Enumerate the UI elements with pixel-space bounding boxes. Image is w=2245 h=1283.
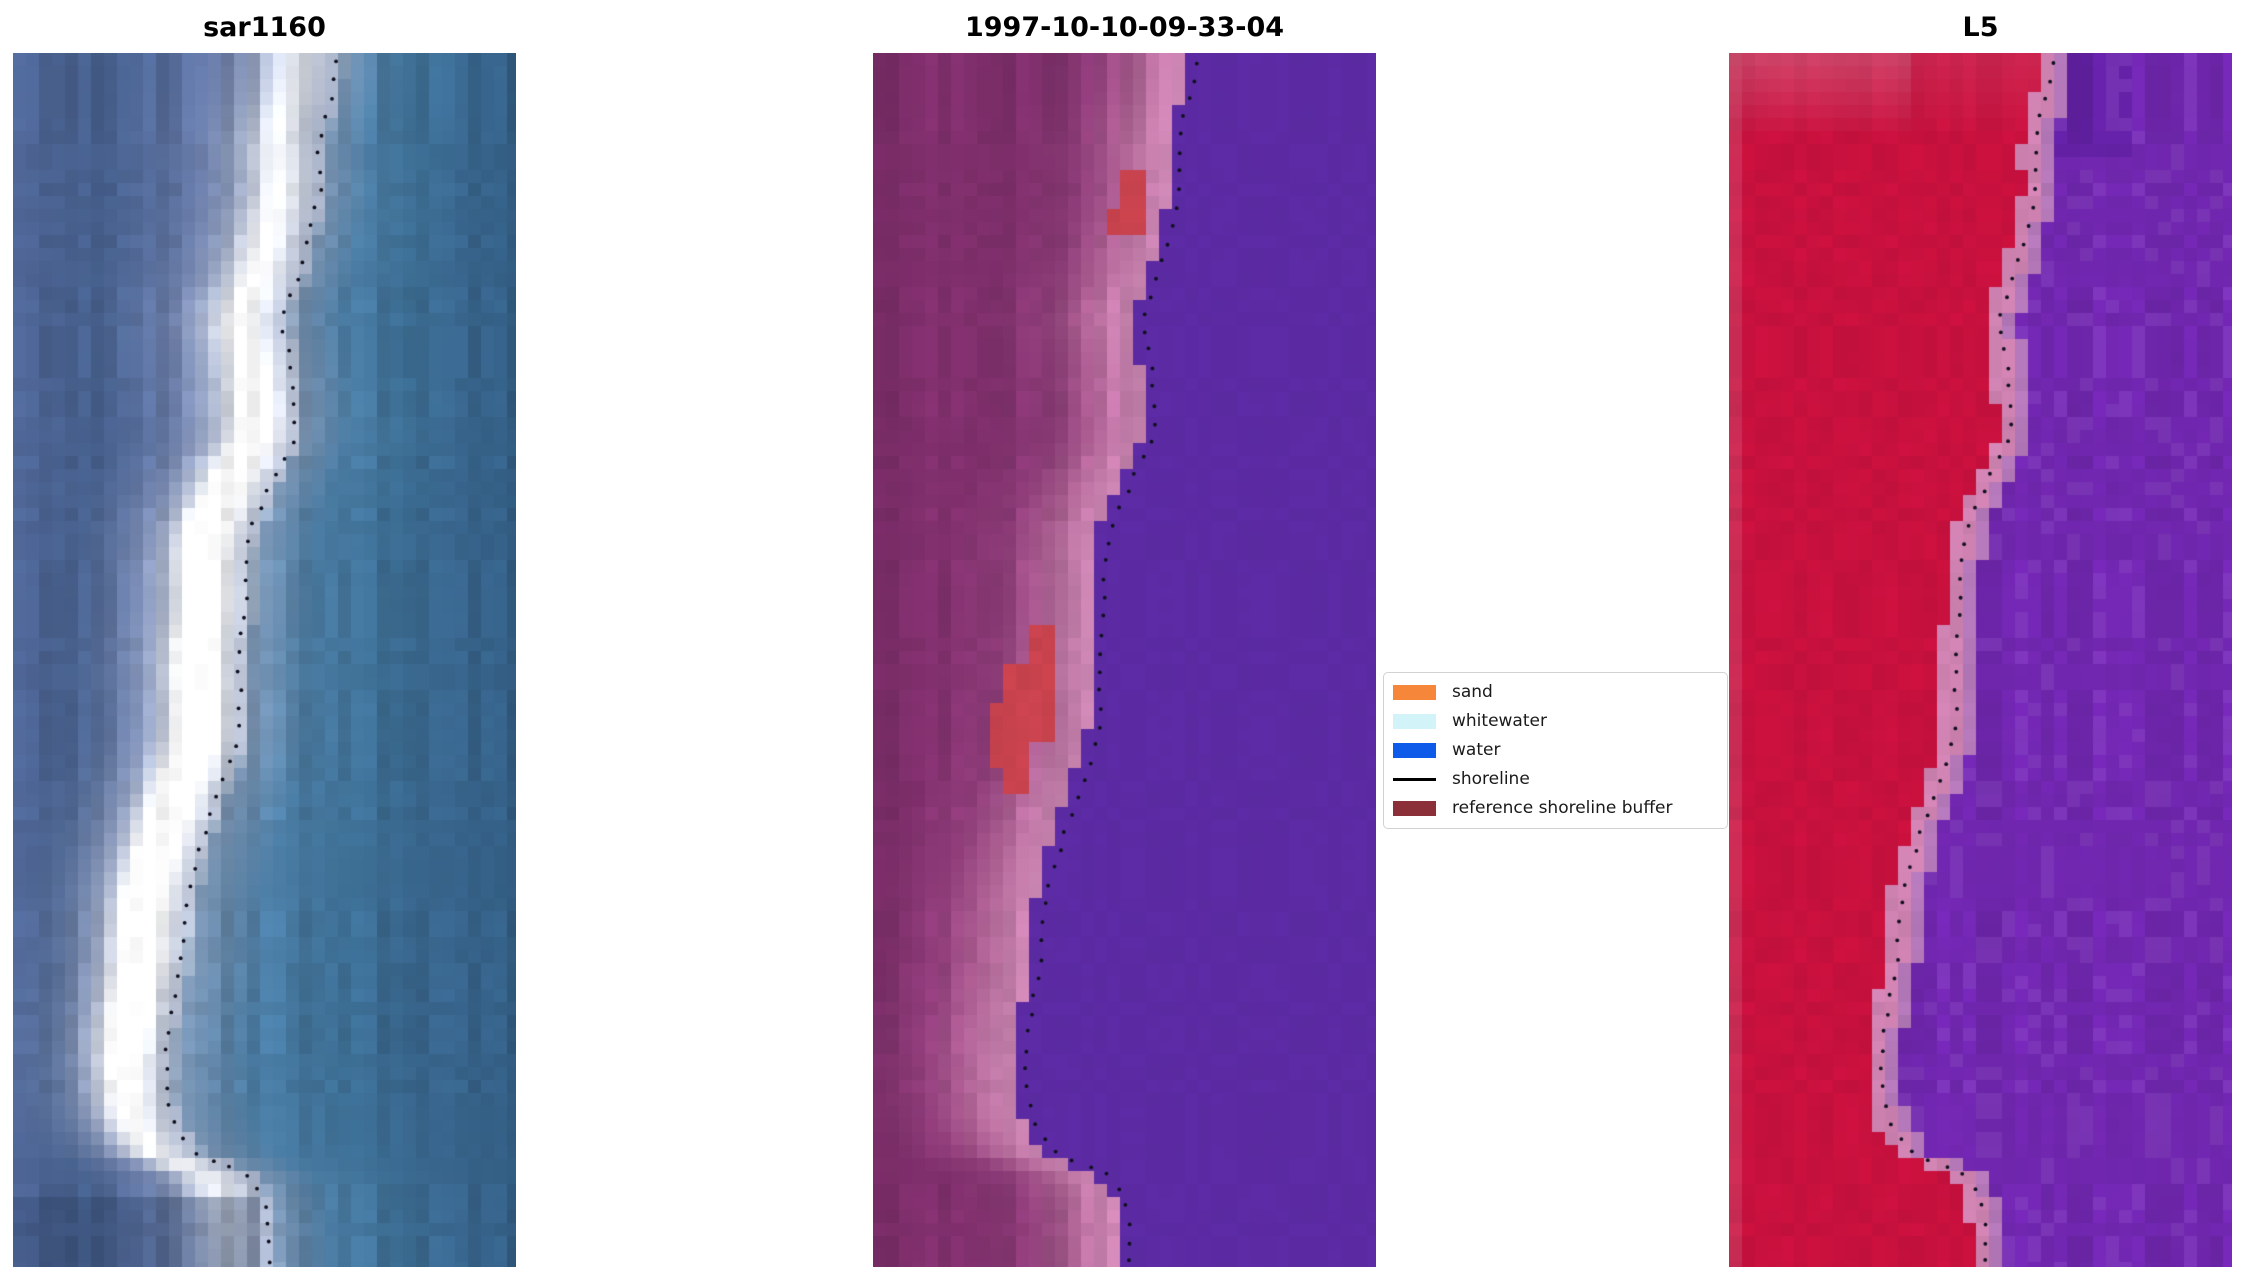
whitewater-swatch-icon (1393, 714, 1436, 729)
reference-buffer-swatch-icon (1393, 801, 1436, 816)
panel-title-date: 1997-10-10-09-33-04 (964, 12, 1285, 43)
water-swatch-icon (1393, 743, 1436, 758)
legend-label: shoreline (1452, 769, 1530, 789)
sand-swatch-icon (1393, 685, 1436, 700)
panel-title-sar1160: sar1160 (203, 12, 326, 43)
legend-label: whitewater (1452, 711, 1547, 731)
panel-title-l5: L5 (1962, 12, 1999, 43)
panel-sar1160: sar1160 (13, 12, 516, 1267)
panel-l5: L5 (1729, 12, 2232, 1267)
legend: sand whitewater water shoreline referenc… (1383, 672, 1728, 829)
legend-item-reference-shoreline-buffer: reference shoreline buffer (1393, 794, 1718, 823)
panel-classified-1997-10-10: 1997-10-10-09-33-04 (873, 12, 1376, 1267)
legend-label: sand (1452, 682, 1493, 702)
classified-image-canvas (873, 53, 1376, 1267)
legend-label: water (1452, 740, 1501, 760)
legend-item-sand: sand (1393, 678, 1718, 707)
legend-item-water: water (1393, 736, 1718, 765)
sar-image-canvas (13, 53, 516, 1267)
legend-item-shoreline: shoreline (1393, 765, 1718, 794)
l5-image-canvas (1729, 53, 2232, 1267)
legend-label: reference shoreline buffer (1452, 798, 1673, 818)
legend-item-whitewater: whitewater (1393, 707, 1718, 736)
shoreline-line-icon (1393, 778, 1436, 781)
